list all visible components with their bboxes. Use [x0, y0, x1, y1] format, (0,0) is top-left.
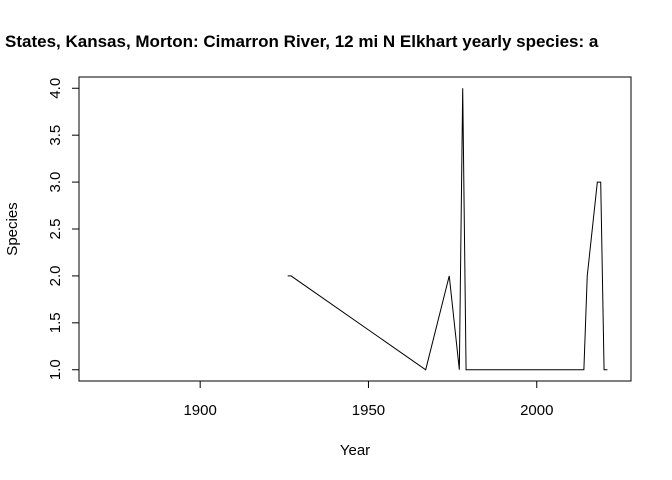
y-tick-label: 1.0 [47, 359, 64, 380]
y-tick-label: 1.5 [47, 312, 64, 333]
series-layer [287, 88, 608, 371]
x-tick-label: 1950 [352, 402, 385, 419]
chart-title: States, Kansas, Morton: Cimarron River, … [5, 32, 599, 51]
y-tick-label: 2.5 [47, 219, 64, 240]
x-axis-label: Year [340, 442, 370, 459]
y-tick-label: 3.5 [47, 125, 64, 146]
x-tick-label: 1900 [183, 402, 216, 419]
y-tick-label: 2.0 [47, 265, 64, 286]
y-axis: 1.0 1.5 2.0 2.5 3.0 3.5 4.0 [47, 78, 80, 380]
y-axis-label: Species [4, 202, 21, 255]
x-tick-label: 2000 [520, 402, 553, 419]
x-axis: 1900 1950 2000 [183, 380, 553, 419]
y-tick-label: 3.0 [47, 172, 64, 193]
plot-area-frame [78, 76, 632, 382]
y-tick-label: 4.0 [47, 78, 64, 99]
series-line [287, 88, 608, 371]
